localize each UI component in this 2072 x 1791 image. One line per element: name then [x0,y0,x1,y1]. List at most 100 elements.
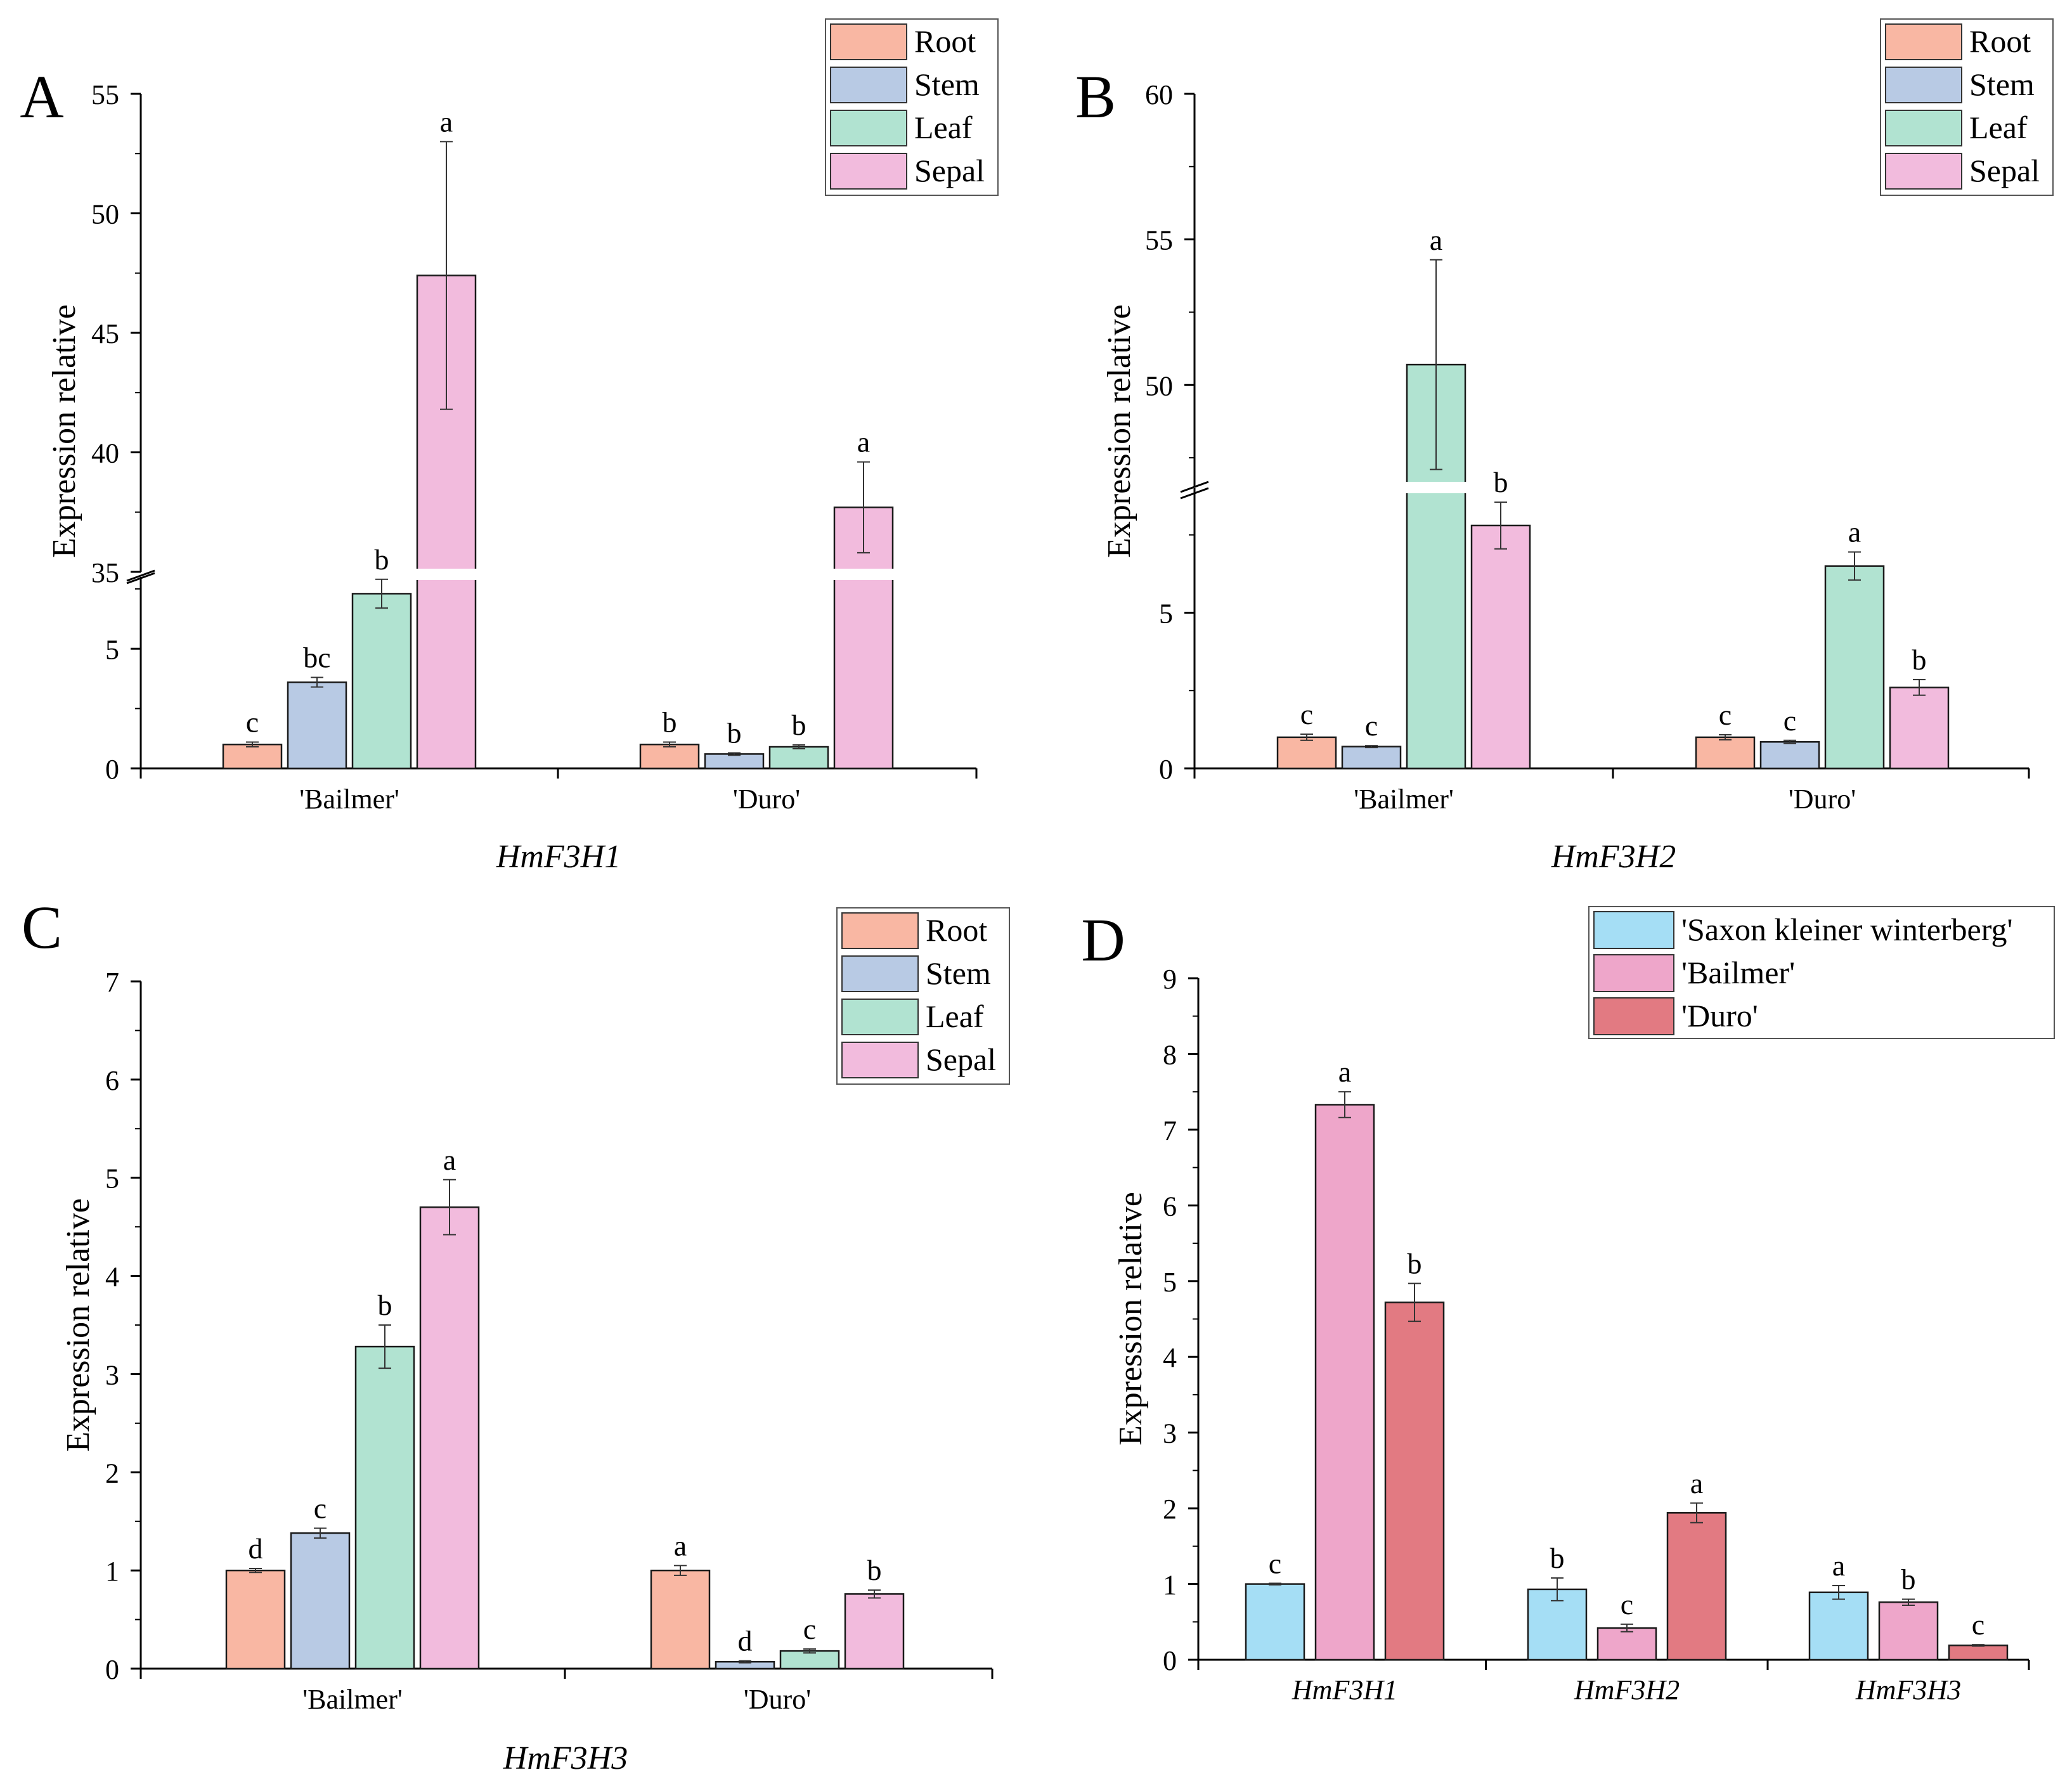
y-tick-label: 5 [105,1163,119,1194]
legend-swatch-bailmer [1593,954,1674,992]
significance-letter: c [246,706,259,738]
panel-c: C Expression relative 0 1 2 3 4 5 6 7 'Bailmer' 'Du… [22,893,1010,1776]
y-tick-label: 2 [1163,1494,1177,1525]
significance-letter: c [803,1613,816,1645]
y-tick-label: 5 [1159,598,1173,629]
y-tick-label: 6 [1163,1191,1177,1222]
legend-label-duro: 'Duro' [1681,998,1758,1033]
significance-letter: d [249,1532,263,1565]
significance-letter: b [1408,1247,1422,1279]
significance-letter: b [1901,1563,1916,1595]
legend-swatch-leaf [830,110,907,146]
legend-label-sepal: Sepal [1969,153,2040,188]
y-tick-label: 0 [105,754,119,785]
panel-letter: C [22,893,62,961]
x-tick-label: HmF3H1 [1292,1674,1397,1705]
significance-letter: b [378,1289,392,1321]
bar-sepal-bailmer [419,1206,480,1670]
legend-label-leaf: Leaf [914,110,973,145]
significance-letter: c [1972,1608,1985,1641]
significance-letter: c [1621,1588,1633,1620]
bar-leaf-duro [1824,565,1885,770]
legend-swatch-sepal [841,1042,919,1078]
chart-title: HmF3H3 [503,1740,628,1776]
legend-swatch-leaf [1885,110,1962,146]
x-tick-label: HmF3H3 [1855,1674,1961,1705]
significance-letter: a [443,1144,456,1176]
significance-letter: b [1912,643,1927,676]
significance-letter: a [1430,224,1442,256]
significance-letter: a [440,105,453,138]
panel-letter: B [1075,63,1116,131]
significance-letter: a [674,1529,687,1561]
legend-label-sepal: Sepal [926,1042,996,1077]
bar-duro-hmf3h1 [1384,1301,1445,1661]
panel-a: A Expression relative 0 5 35 40 45 50 55 'Bailmer… [20,18,999,875]
bar-saxon-kleiner-winterberg-hmf3h3 [1808,1591,1869,1661]
panel-b: B Expression relative 0 5 50 55 60 'Bailmer' 'Du… [1075,18,2054,875]
significance-letter: c [1365,709,1378,742]
legend-swatch-duro [1593,997,1674,1035]
y-tick-label: 6 [105,1065,119,1096]
significance-letter: a [857,426,870,458]
legend-label-bailmer: 'Bailmer' [1681,955,1795,990]
legend-swatch-leaf [841,999,919,1035]
bar-leaf-bailmer [354,1345,415,1670]
axis-break-mark [1180,487,1209,500]
significance-letter: b [792,709,806,741]
bar-bailmer-hmf3h2 [1596,1627,1657,1661]
bar-break-gap [1404,482,1468,493]
x-tick-label: 'Duro' [733,784,800,815]
y-tick-label: 0 [1159,754,1173,785]
significance-letter: c [314,1492,327,1525]
chart-title: HmF3H1 [496,839,621,875]
panel-letter: D [1081,906,1125,974]
y-tick-label: 35 [91,557,119,588]
bar-sepal-duro [844,1593,905,1670]
legend-swatch-root [841,912,919,949]
bar-root-duro [650,1569,711,1670]
significance-letter: c [1719,699,1732,731]
significance-letter: a [1338,1056,1351,1088]
legend: Root Stem Leaf Sepal [836,907,1010,1085]
y-tick-label: 1 [1163,1570,1177,1601]
bar-leaf-duro [779,1650,840,1670]
significance-letter: c [1784,704,1796,737]
panel-d: D Expression relative 0 1 2 3 4 5 6 7 8 9 HmF3H1 HmF3… [1081,906,2055,1705]
axis-break-mark [1180,481,1209,493]
chart-title: HmF3H2 [1551,839,1676,875]
bar-saxon-kleiner-winterberg-hmf3h1 [1245,1583,1305,1661]
significance-letter: b [1494,466,1508,498]
y-tick-label: 50 [91,199,119,230]
legend-label-leaf: Leaf [926,999,984,1034]
bar-stem-bailmer [287,681,347,770]
legend-label-stem: Stem [914,67,980,102]
y-tick-label: 45 [91,318,119,349]
significance-letter: b [867,1554,882,1586]
y-tick-label: 2 [105,1458,119,1489]
significance-letter: a [1848,516,1861,548]
y-tick-label: 60 [1145,79,1173,110]
significance-letter: c [1300,698,1313,730]
y-axis-label: Expression relative [1101,304,1137,558]
legend: 'Saxon kleiner winterberg' 'Bailmer' 'Duro… [1588,906,2055,1039]
legend-label-root: Root [926,912,987,948]
legend-label-saxon-kleiner-winterberg: 'Saxon kleiner winterberg' [1681,912,2013,947]
bar-root-bailmer [222,744,283,770]
significance-letter: bc [303,642,330,674]
y-axis-label: Expression relative [60,1198,96,1452]
y-tick-label: 7 [1163,1115,1177,1146]
legend-swatch-stem [841,955,919,992]
bar-duro-hmf3h3 [1948,1645,2009,1661]
legend-label-stem: Stem [1969,67,2035,102]
bar-sepal-bailmer [1470,524,1531,770]
bar-break-gap [832,569,895,580]
legend: Root Stem Leaf Sepal [825,18,999,196]
y-tick-label: 8 [1163,1039,1177,1070]
y-tick-label: 50 [1145,370,1173,401]
legend-swatch-stem [830,67,907,103]
panel-letter: A [20,63,63,131]
x-tick-label: 'Duro' [1789,784,1856,815]
y-tick-label: 0 [1163,1645,1177,1676]
